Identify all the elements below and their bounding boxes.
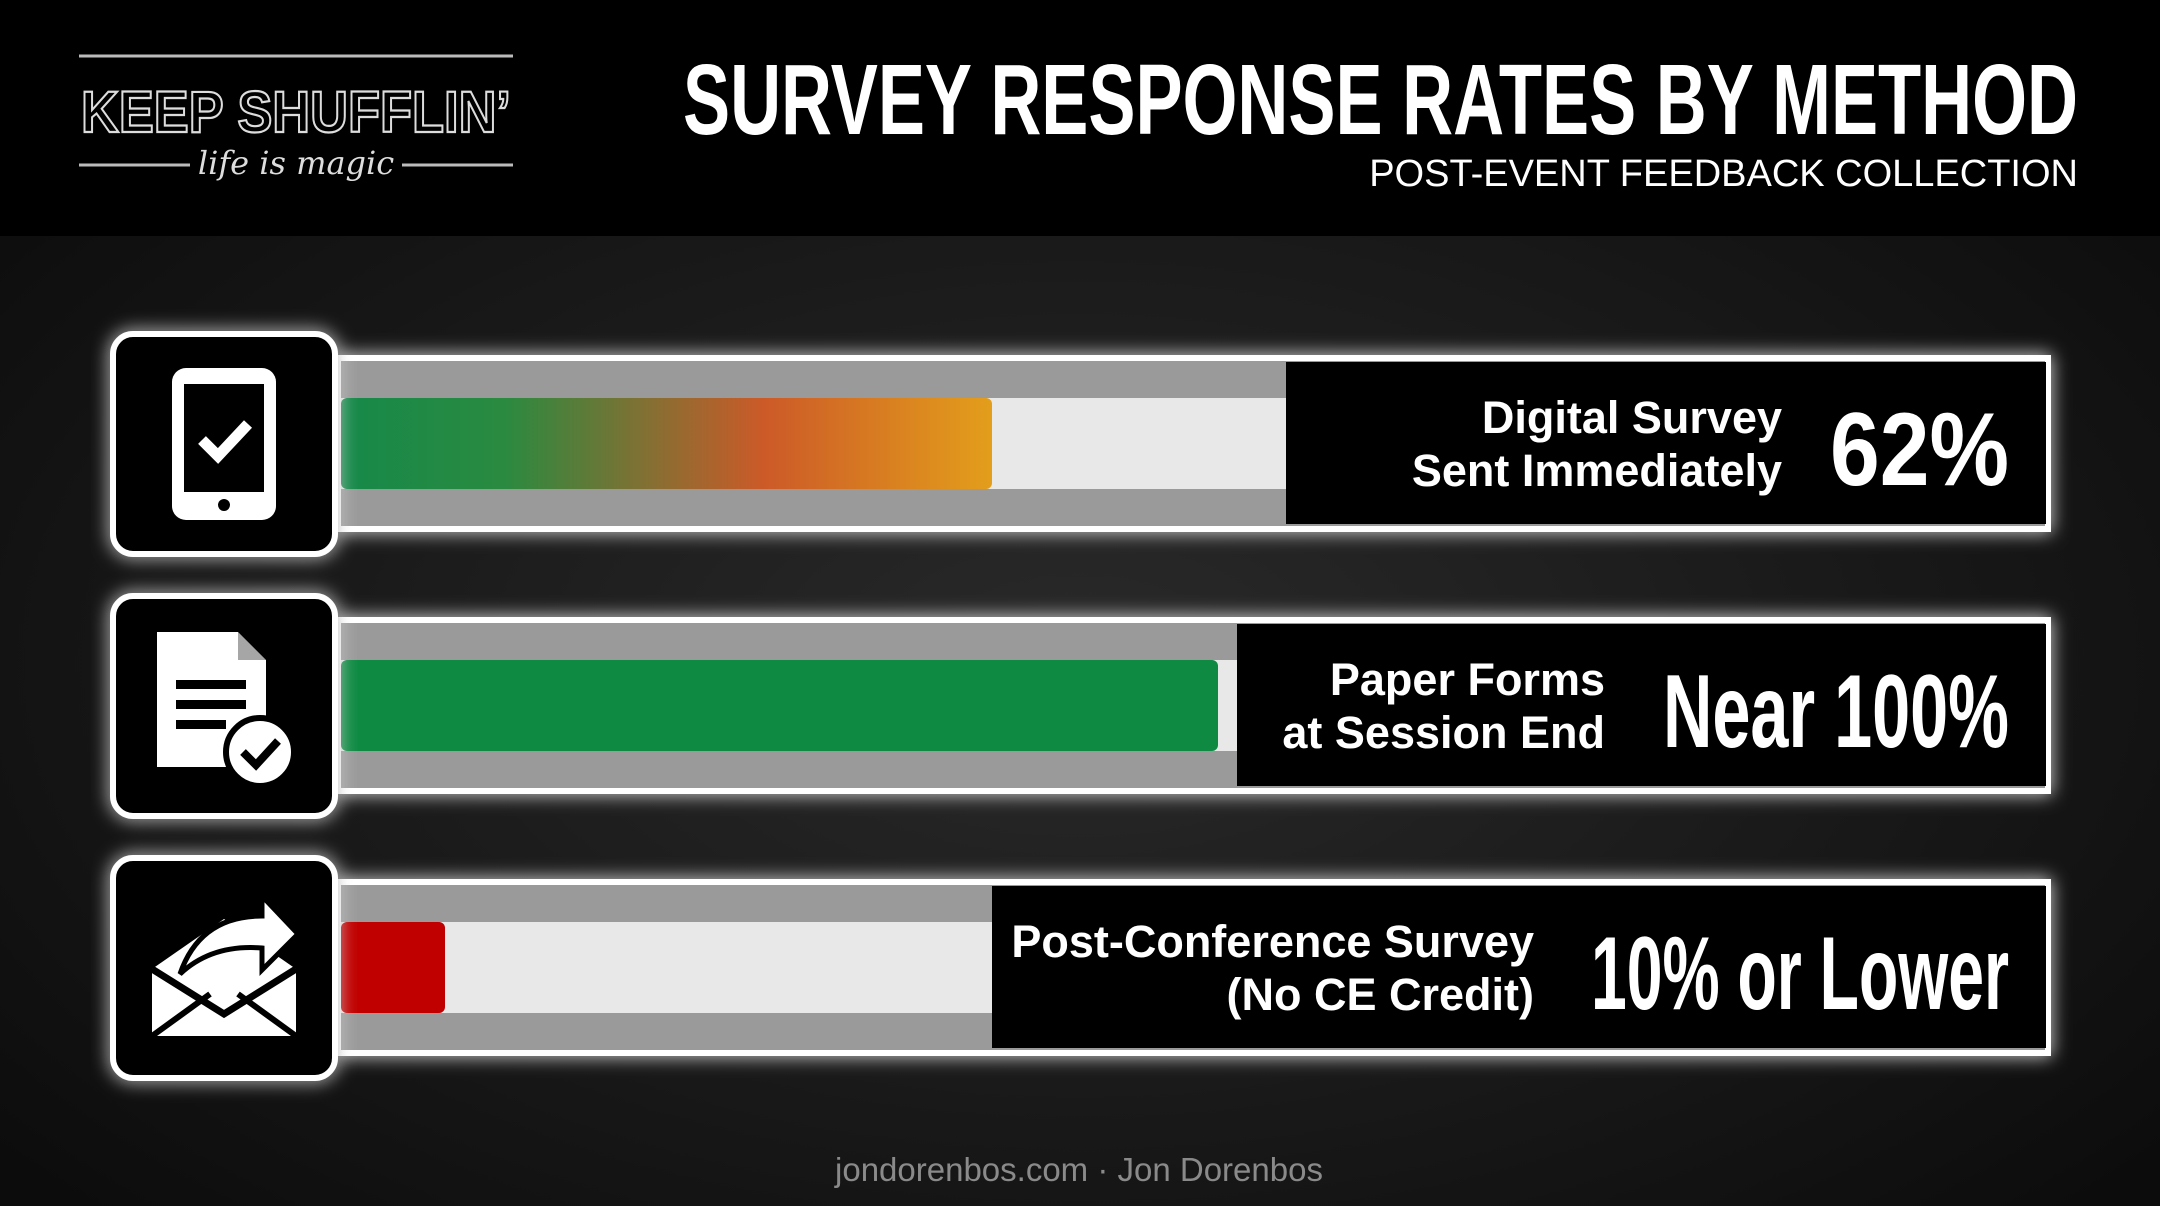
bar-fill xyxy=(341,922,445,1013)
row-label: Paper Forms xyxy=(1330,654,1605,705)
logo: KEEP SHUFFLIN’ life is magic xyxy=(79,54,513,182)
bar-fill xyxy=(341,398,992,489)
label-box xyxy=(992,886,2046,1048)
subtitle: POST-EVENT FEEDBACK COLLECTION xyxy=(1369,153,2078,195)
bar-fill xyxy=(341,660,1218,751)
phone-icon xyxy=(172,368,276,520)
logo-name: KEEP SHUFFLIN’ xyxy=(81,80,511,145)
document-icon xyxy=(157,632,297,789)
label-box xyxy=(1237,624,2046,786)
row-value: Near 100% xyxy=(1663,654,2009,770)
bar-track xyxy=(341,922,992,1013)
row-label: Sent Immediately xyxy=(1412,445,1782,496)
row-label: (No CE Credit) xyxy=(1227,969,1535,1020)
header-band xyxy=(0,0,2160,236)
row-label: Post-Conference Survey xyxy=(1011,916,1534,967)
row: Post-Conference Survey (No CE Credit) 10… xyxy=(110,855,2051,1081)
row-value: 62% xyxy=(1830,392,2009,508)
row-value: 10% or Lower xyxy=(1591,916,2009,1032)
email-icon xyxy=(150,889,302,1039)
row: Digital Survey Sent Immediately 62% xyxy=(110,331,2051,557)
row-label: Digital Survey xyxy=(1482,392,1782,443)
logo-tagline: life is magic xyxy=(198,144,394,182)
row: Paper Forms at Session End Near 100% xyxy=(110,593,2051,819)
footer: jondorenbos.com · Jon Dorenbos xyxy=(834,1151,1323,1188)
label-box xyxy=(1286,362,2046,524)
row-label: at Session End xyxy=(1282,707,1605,758)
title: SURVEY RESPONSE RATES BY METHOD xyxy=(683,44,2078,156)
